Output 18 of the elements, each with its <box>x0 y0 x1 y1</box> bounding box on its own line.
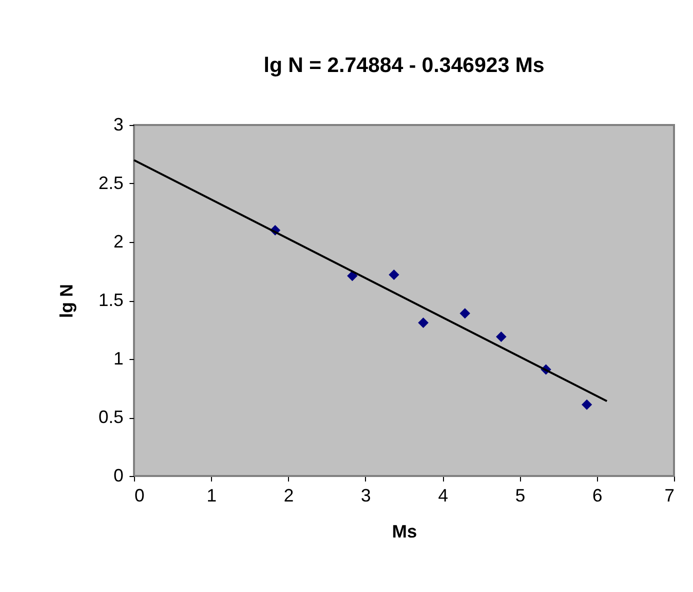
x-tick-label: 2 <box>284 486 294 506</box>
x-tick-label: 6 <box>592 486 602 506</box>
x-tick-label: 0 <box>134 486 145 506</box>
x-tick-label: 7 <box>664 486 674 506</box>
y-axis-title: lg N <box>56 284 76 318</box>
x-axis-title: Ms <box>392 522 418 542</box>
x-tick-label: 1 <box>206 486 217 506</box>
y-tick-label: 0.5 <box>98 407 124 427</box>
x-tick-label: 3 <box>360 486 371 506</box>
x-tick-label: 5 <box>515 486 526 506</box>
x-tick-label: 4 <box>438 486 448 506</box>
y-tick-label: 2 <box>113 232 124 252</box>
y-tick-label: 0 <box>113 466 124 486</box>
chart-title: lg N = 2.74884 - 0.346923 Ms <box>264 54 544 77</box>
y-tick-label: 3 <box>113 114 124 134</box>
y-tick-label: 1.5 <box>98 290 124 310</box>
y-tick-label: 1 <box>113 348 124 368</box>
y-tick-label: 2.5 <box>98 173 124 193</box>
